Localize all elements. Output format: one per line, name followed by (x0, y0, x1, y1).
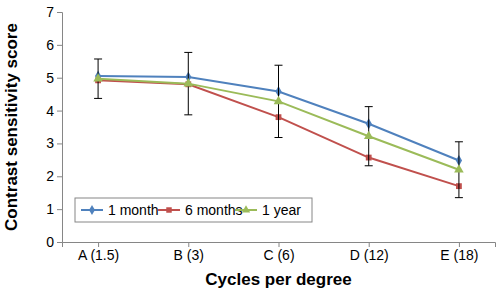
x-tick-label: B (3) (174, 247, 204, 263)
series-marker (274, 96, 284, 104)
series-marker (454, 164, 464, 172)
y-tick-label: 5 (46, 70, 54, 86)
y-tick-label: 3 (46, 135, 54, 151)
y-tick-mark (57, 78, 62, 79)
error-bar-cap (455, 197, 463, 198)
y-tick-label: 0 (46, 234, 54, 250)
legend-marker (89, 205, 95, 215)
error-bar-cap (365, 106, 373, 107)
x-tick-label: D (12) (350, 247, 389, 263)
error-bar-cap (365, 165, 373, 166)
y-tick-mark (57, 143, 62, 144)
error-bar-cap (94, 58, 102, 59)
y-tick-label: 4 (46, 103, 54, 119)
plot-area (93, 52, 463, 197)
series-marker (93, 73, 103, 81)
y-tick: 1 (46, 201, 62, 217)
y-tick: 2 (46, 168, 62, 184)
y-tick-label: 2 (46, 168, 54, 184)
error-bar-cap (275, 65, 283, 66)
legend-label: 6 months (185, 202, 243, 218)
error-bar (275, 65, 283, 137)
y-tick: 4 (46, 103, 62, 119)
legend: 1 month 6 months 1 year (75, 198, 312, 222)
legend-marker (242, 205, 250, 212)
y-tick-mark (57, 176, 62, 177)
series-marker (364, 131, 374, 139)
y-tick: 6 (46, 37, 62, 53)
legend-label: 1 year (262, 202, 301, 218)
error-bar (94, 59, 102, 98)
x-axis-title: Cycles per degree (205, 270, 351, 289)
x-axis: A (1.5) B (3) C (6) D (12) E (18) (63, 242, 496, 263)
error-bar (365, 107, 373, 166)
error-bar (184, 52, 192, 114)
error-bar (455, 142, 463, 198)
y-tick-mark (57, 111, 62, 112)
x-tick: E (18) (440, 242, 478, 263)
y-tick: 7 (46, 4, 62, 20)
error-bar-cap (275, 137, 283, 138)
legend-item: 1 month (81, 202, 159, 218)
error-bar-cap (455, 141, 463, 142)
legend-label: 1 month (108, 202, 159, 218)
y-tick-mark (57, 242, 62, 243)
x-tick-label: C (6) (263, 247, 294, 263)
legend-box (75, 198, 312, 222)
y-tick-mark (57, 12, 62, 13)
series-marker (183, 78, 193, 86)
legend-item: 6 months (158, 202, 243, 218)
x-tick: A (1.5) (78, 242, 119, 263)
x-tick-label: A (1.5) (78, 247, 119, 263)
error-bar-cap (184, 52, 192, 53)
y-tick-label: 1 (46, 201, 54, 217)
y-axis: 0 1 2 3 4 5 6 7 (46, 4, 62, 250)
legend-marker (166, 207, 171, 212)
y-tick-mark (57, 45, 62, 46)
x-tick: B (3) (174, 242, 204, 263)
x-tick-label: E (18) (440, 247, 478, 263)
y-tick-label: 6 (46, 37, 54, 53)
error-bar-cap (184, 114, 192, 115)
y-tick: 5 (46, 70, 62, 86)
y-tick: 3 (46, 135, 62, 151)
x-tick: D (12) (350, 242, 389, 263)
y-tick-label: 7 (46, 4, 54, 20)
x-tick: C (6) (263, 242, 294, 263)
y-tick: 0 (46, 234, 62, 250)
y-tick-mark (57, 209, 62, 210)
chart: 0 1 2 3 4 5 6 7 A (1.5) B (3) C (6) D (12) E (18) Cyc… (0, 0, 500, 293)
legend-item: 1 year (235, 202, 301, 218)
y-axis-title: Contrast sensitivity score (2, 23, 21, 231)
error-bar-cap (94, 98, 102, 99)
y-axis-line (57, 13, 63, 243)
